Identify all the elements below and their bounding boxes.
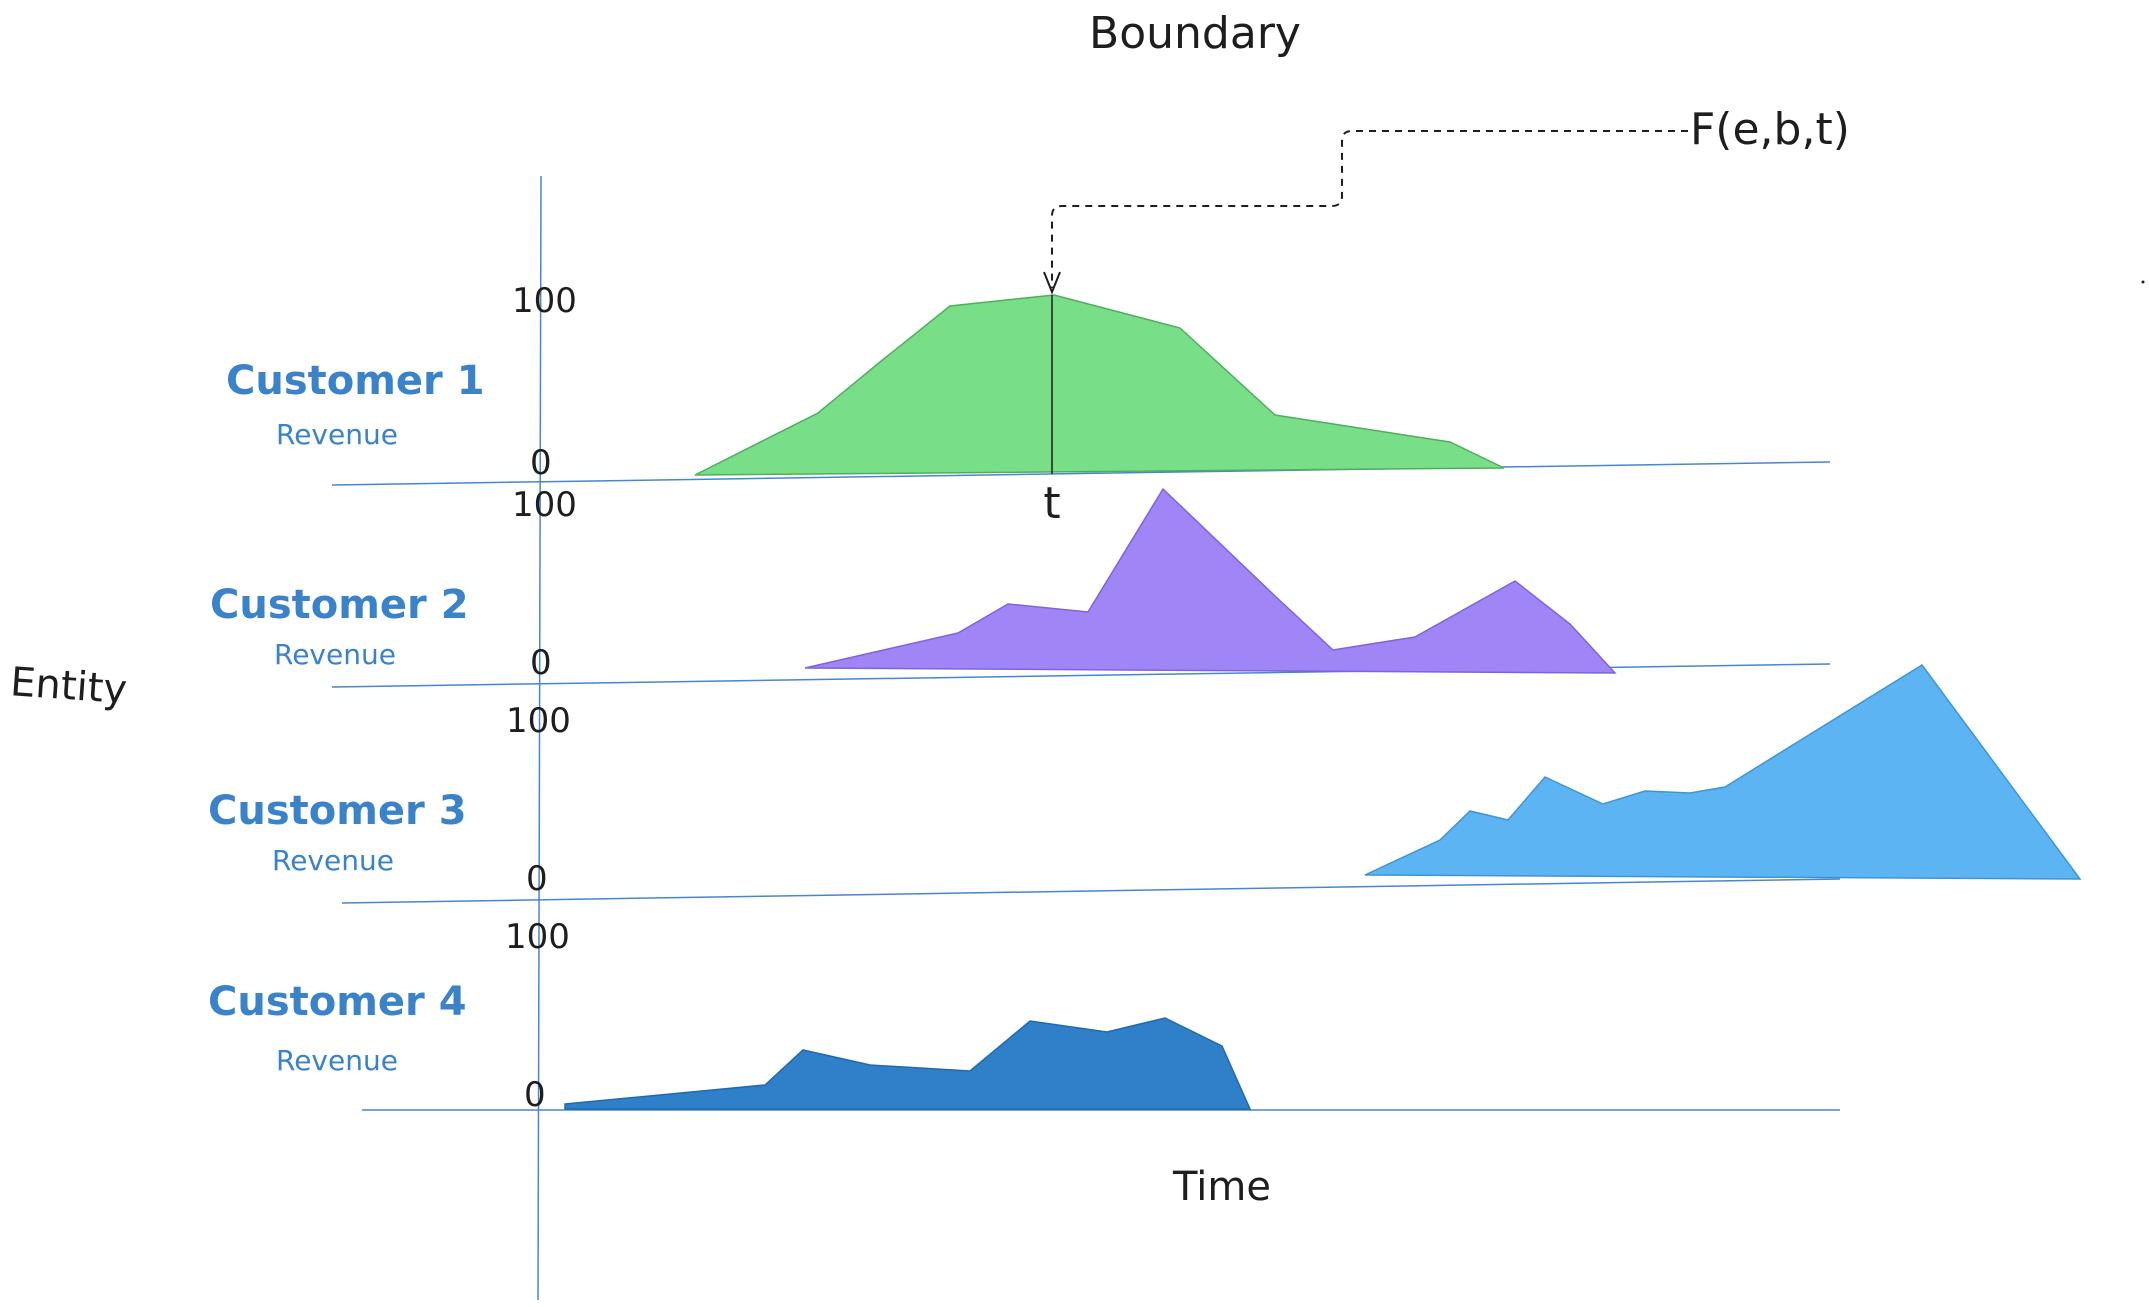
- baseline: [331, 461, 1831, 486]
- tick-100: 100: [512, 281, 577, 321]
- time-marker-label: t: [1043, 478, 1060, 529]
- arrowhead-icon: [1043, 271, 1061, 295]
- tick-100: 100: [512, 485, 577, 525]
- customer-label: Customer 4: [208, 979, 467, 1025]
- metric-label: Revenue: [272, 844, 394, 877]
- entity-axis: [537, 175, 542, 1301]
- row-customer-1: 100 0 Customer 1 Revenue t: [226, 281, 1831, 529]
- customer-label: Customer 2: [210, 582, 469, 628]
- tick-100: 100: [506, 701, 571, 741]
- stray-dot: [2141, 280, 2145, 284]
- dashed-connector: [1051, 130, 1688, 288]
- customer-label: Customer 3: [208, 788, 467, 834]
- series-area: [804, 487, 1617, 674]
- row-customer-4: 100 0 Customer 4 Revenue: [208, 917, 1840, 1115]
- series-area: [564, 1017, 1252, 1110]
- tick-0: 0: [524, 1075, 546, 1115]
- tick-0: 0: [526, 859, 548, 899]
- series-area: [694, 294, 1505, 476]
- row-customer-2: 100 0 Customer 2 Revenue: [210, 485, 1831, 688]
- x-axis-label: Time: [1172, 1164, 1271, 1210]
- baseline: [341, 878, 1841, 904]
- tick-100: 100: [505, 917, 570, 957]
- tick-0: 0: [530, 443, 552, 483]
- metric-label: Revenue: [274, 638, 396, 671]
- tick-0: 0: [530, 643, 552, 683]
- metric-label: Revenue: [276, 418, 398, 451]
- function-label: F(e,b,t): [1690, 104, 1850, 155]
- title-boundary: Boundary: [1089, 8, 1301, 59]
- metric-label: Revenue: [276, 1044, 398, 1077]
- customer-label: Customer 1: [226, 358, 485, 404]
- row-customer-3: 100 0 Customer 3 Revenue: [208, 663, 2082, 904]
- y-axis-label: Entity: [9, 659, 129, 713]
- series-area: [1364, 663, 2082, 880]
